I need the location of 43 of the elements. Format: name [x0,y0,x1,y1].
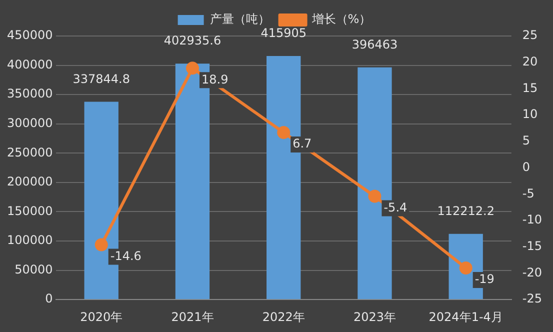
point [277,126,290,139]
point [368,190,382,203]
y-tick-label: 250000 [6,145,53,160]
y-tick-label: 150000 [6,204,53,218]
data-label: 18.9 [201,72,228,86]
y2-tick-label: -10 [522,212,542,227]
data-label: 6.7 [292,136,312,151]
data-label: -5.4 [384,200,408,214]
y2-tick-label: 0 [522,160,530,174]
legend-label: 增长（%） [310,12,372,26]
y-tick-label: 100000 [6,233,53,248]
data-label: 112212.2 [437,204,494,218]
y2-tick-label: -20 [522,265,542,280]
point [186,62,199,75]
y2-tick-label: -5 [522,186,534,200]
y2-tick-label: 25 [522,28,538,42]
y2-tick-label: 10 [522,107,538,122]
y-tick-label: 0 [45,292,53,306]
y2-tick-label: -15 [522,239,542,254]
data-label: 402935.6 [164,34,222,48]
x-tick-label: 2023年 [353,310,396,324]
data-label: -19 [474,272,494,286]
x-tick-label: 2022年 [262,310,305,324]
data-label: 415905 [260,26,307,40]
y-tick-label: 400000 [6,57,53,72]
x-tick-label: 2021年 [171,310,214,324]
data-label: -14.6 [110,248,142,263]
data-label: 337844.8 [72,72,130,86]
y-tick-label: 50000 [14,262,53,276]
y2-tick-label: -25 [522,292,542,306]
point [94,238,108,252]
y-tick-label: 350000 [6,86,53,101]
y-tick-label: 450000 [6,28,53,42]
point [459,261,472,274]
y2-tick-label: 20 [522,54,538,68]
legend-label: 产量（吨） [210,12,270,26]
data-label: 396463 [352,37,398,52]
y-tick-label: 200000 [6,174,53,189]
x-tick-label: 2024年1-4月 [428,310,503,324]
y2-tick-label: 5 [522,134,530,148]
y-tick-label: 300000 [6,116,53,130]
y2-tick-label: 15 [522,80,538,95]
x-tick-label: 2020年 [80,310,123,324]
